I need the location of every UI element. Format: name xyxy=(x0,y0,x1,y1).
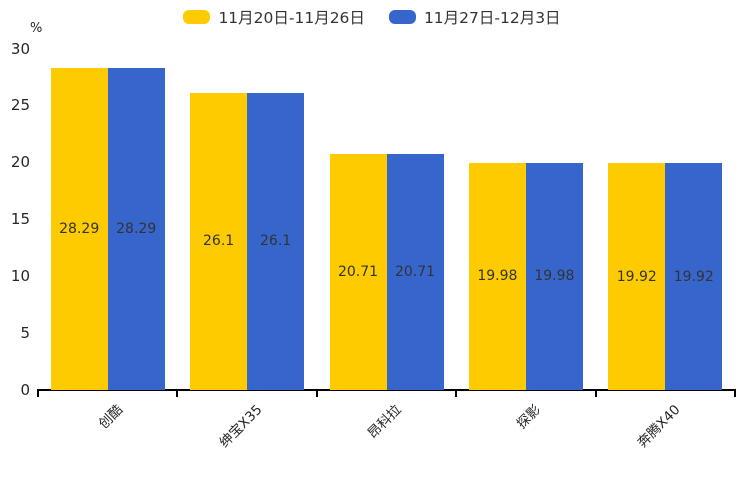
y-tick-label: 5 xyxy=(20,324,30,343)
bar-value-label: 28.29 xyxy=(59,220,100,237)
bar-value-label: 20.71 xyxy=(337,264,379,281)
bar-series2-探影[interactable]: 19.98 xyxy=(525,162,583,390)
bar-series2-绅宝X35[interactable]: 26.1 xyxy=(247,92,305,390)
x-category-label: 奔腾X40 xyxy=(634,401,684,451)
bar-value-label: 28.29 xyxy=(116,220,157,237)
y-tick-label: 0 xyxy=(20,381,30,399)
legend-item-series-2[interactable]: 11月27日-12月3日 xyxy=(388,6,561,28)
bar-series1-昂科拉[interactable]: 20.71 xyxy=(329,154,387,390)
x-category-label: 探影 xyxy=(513,401,545,433)
x-axis-line xyxy=(37,389,736,391)
axis-tick xyxy=(734,390,736,397)
y-tick-label: 25 xyxy=(10,96,30,115)
axis-tick xyxy=(594,390,597,397)
y-axis-unit-label: % xyxy=(30,21,43,36)
bar-value-label: 19.98 xyxy=(477,268,518,285)
axis-tick xyxy=(455,390,458,397)
bar-series1-奔腾X40[interactable]: 19.92 xyxy=(608,163,666,390)
bar-series1-探影[interactable]: 19.98 xyxy=(468,162,526,390)
y-tick-label: 15 xyxy=(10,210,30,229)
bar-series1-绅宝X35[interactable]: 26.1 xyxy=(190,92,248,390)
axis-tick xyxy=(176,390,179,397)
bar-series1-创酷[interactable]: 28.29 xyxy=(50,67,108,390)
axis-tick xyxy=(315,390,318,397)
bar-value-label: 19.92 xyxy=(616,268,657,285)
bar-series2-昂科拉[interactable]: 20.71 xyxy=(386,154,444,390)
legend-item-series-1[interactable]: 11月20日-11月26日 xyxy=(183,6,365,28)
x-category-label: 创酷 xyxy=(95,401,126,433)
bar-value-label: 20.71 xyxy=(394,264,436,281)
y-tick-label: 10 xyxy=(10,267,30,286)
bar-value-label: 19.92 xyxy=(673,268,714,285)
x-category-label: 绅宝X35 xyxy=(216,401,266,451)
y-tick-label: 20 xyxy=(10,153,30,172)
legend-swatch-icon xyxy=(183,10,211,24)
legend-label: 11月27日-12月3日 xyxy=(423,9,561,27)
x-category-label: 昂科拉 xyxy=(364,401,405,442)
legend: 11月20日-11月26日 11月27日-12月3日 xyxy=(0,6,744,28)
legend-swatch-icon xyxy=(388,10,416,24)
bar-value-label: 26.1 xyxy=(203,233,235,250)
legend-label: 11月20日-11月26日 xyxy=(218,9,365,27)
axis-tick xyxy=(37,390,39,397)
y-tick-label: 30 xyxy=(10,39,30,58)
bar-series2-奔腾X40[interactable]: 19.92 xyxy=(665,163,723,390)
bar-series2-创酷[interactable]: 28.29 xyxy=(107,67,165,390)
bar-value-label: 19.98 xyxy=(534,268,575,285)
bar-value-label: 26.1 xyxy=(260,233,292,250)
